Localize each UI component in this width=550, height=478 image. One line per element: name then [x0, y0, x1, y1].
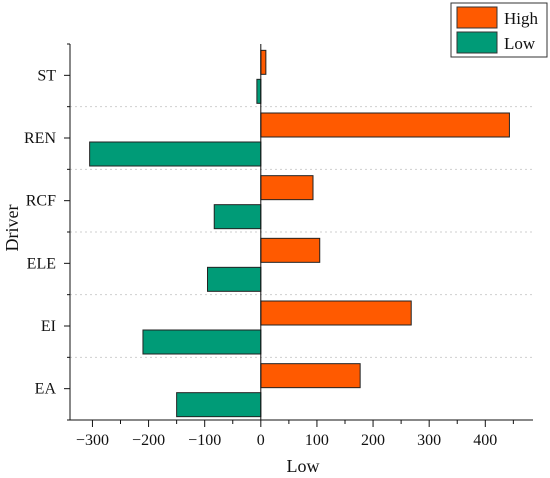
x-tick-label: −100 [188, 432, 221, 449]
x-tick-label: −300 [76, 432, 109, 449]
bar-high-ele [260, 237, 321, 263]
tick-labels: −300 −200 −100 0 100 200 300 400 EA EI ELE RCF REN ST [24, 67, 497, 449]
x-tick-label: 200 [361, 432, 385, 449]
y-tick-label-ea: EA [35, 381, 57, 398]
bar-low-ele [206, 266, 262, 292]
y-tick-label-st: ST [37, 67, 56, 84]
legend-swatch-high [456, 6, 498, 29]
y-tick-label-ren: REN [24, 130, 56, 147]
bar-high-st [260, 49, 267, 75]
bar-low-ei [142, 329, 262, 355]
y-tick-label-ele: ELE [27, 255, 56, 272]
bars [89, 49, 510, 418]
bar-low-st [256, 78, 262, 104]
x-tick-label: −200 [132, 432, 165, 449]
grid-lines [70, 106, 533, 358]
bar-high-ren [260, 112, 510, 138]
bar-high-ei [260, 300, 412, 326]
y-tick-label-ei: EI [41, 318, 56, 335]
x-tick-label: 400 [473, 432, 497, 449]
legend: High Low [450, 2, 548, 58]
y-axis-title: Driver [2, 205, 22, 252]
legend-swatch-low [456, 31, 498, 54]
bar-high-rcf [260, 175, 314, 201]
x-axis-title: Low [287, 456, 320, 476]
x-tick-label: 300 [417, 432, 441, 449]
y-tick-label-rcf: RCF [26, 193, 56, 210]
x-tick-label: 0 [257, 432, 265, 449]
x-tick-label: 100 [305, 432, 329, 449]
bar-low-ren [89, 141, 262, 167]
bar-low-rcf [213, 204, 262, 230]
bar-low-ea [176, 392, 262, 418]
bar-high-ea [260, 363, 361, 389]
axes [64, 43, 533, 427]
legend-label-low: Low [504, 34, 536, 53]
legend-label-high: High [504, 9, 539, 28]
